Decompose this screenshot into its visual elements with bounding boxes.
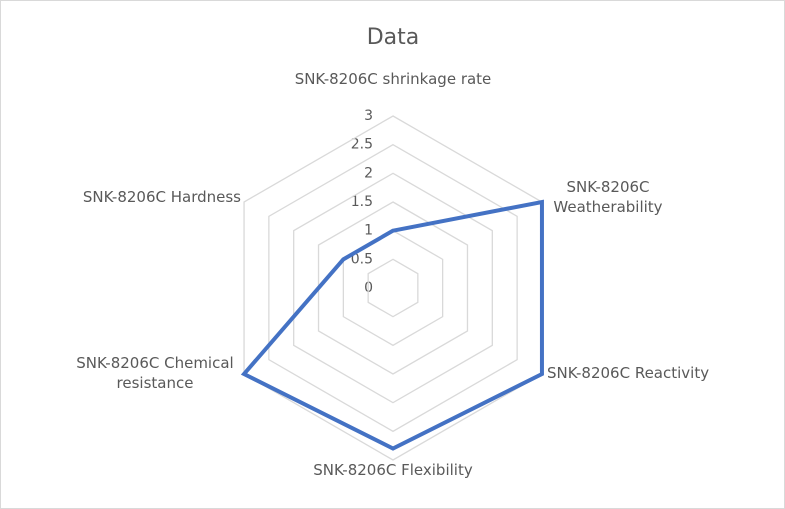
- category-label: SNK-8206C Hardness: [82, 188, 241, 206]
- series-line: [240, 199, 544, 451]
- grid-line: [367, 258, 419, 318]
- grid-line: [243, 115, 543, 461]
- r-tick-label: 2.5: [351, 137, 373, 153]
- grid-line: [342, 229, 444, 347]
- category-label: SNK-8206C shrinkage rate: [294, 70, 492, 88]
- grid-line: [317, 201, 469, 375]
- chart-title: Data: [367, 25, 420, 50]
- grid-line: [293, 172, 493, 404]
- category-label: SNK-8206C Flexibility: [313, 461, 473, 479]
- category-label: SNK-8206C Chemical resistance: [76, 354, 234, 392]
- grid-line: [268, 143, 518, 433]
- r-tick-label: 0.5: [351, 251, 373, 267]
- category-label: SNK-8206C Reactivity: [547, 364, 710, 382]
- r-tick-label: 2: [364, 165, 373, 181]
- r-tick-label: 3: [364, 108, 373, 124]
- category-label: SNK-8206C Weatherability: [553, 178, 663, 216]
- r-tick-label: 1.5: [351, 194, 373, 210]
- r-tick-label: 1: [364, 223, 373, 239]
